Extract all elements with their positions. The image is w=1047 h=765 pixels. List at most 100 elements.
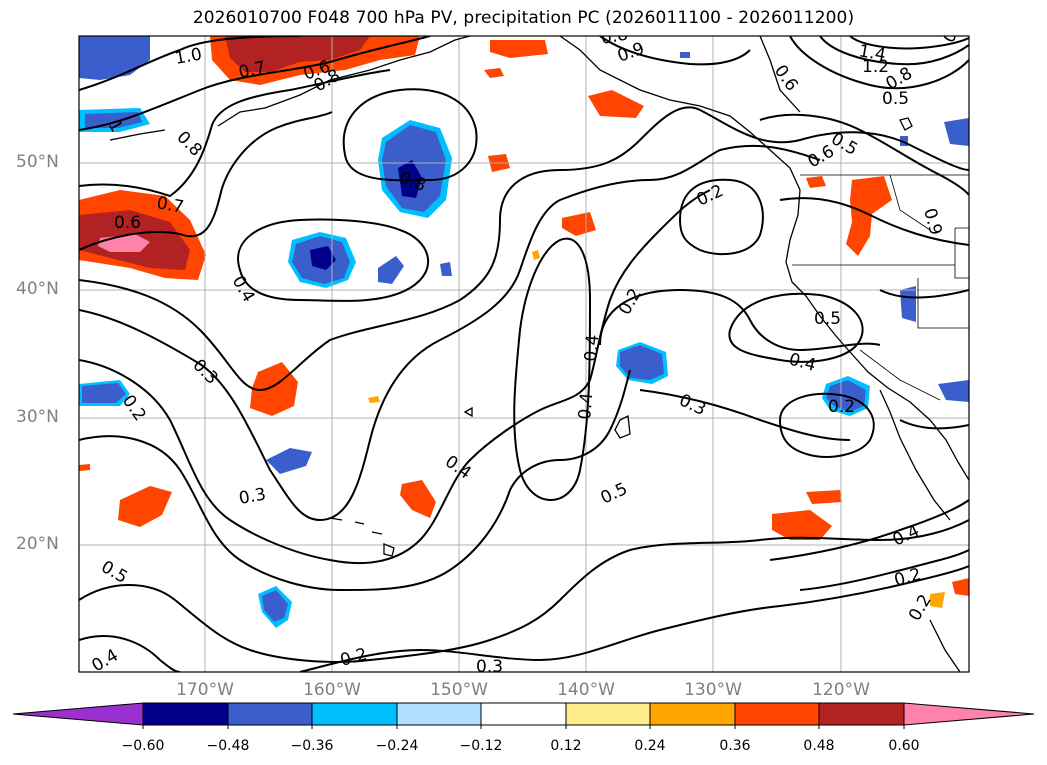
colorbar-swatch bbox=[227, 702, 313, 726]
colorbar-tick-label: 0.60 bbox=[888, 738, 920, 754]
precip-positive-blob bbox=[368, 396, 380, 403]
colorbar-swatch bbox=[480, 702, 567, 726]
pv-contour bbox=[769, 499, 969, 561]
pv-contour bbox=[849, 36, 969, 50]
contour-label: 0.5 bbox=[814, 309, 841, 329]
precip-positive-blob bbox=[484, 68, 504, 78]
contour-label: 0.4 bbox=[575, 392, 597, 421]
precip-positive-blob bbox=[846, 176, 892, 256]
precip-negative-blob bbox=[378, 256, 404, 284]
precip-negative-blob bbox=[900, 286, 916, 322]
contour-label: 0.2 bbox=[892, 565, 923, 591]
contour-label: 0.9 bbox=[919, 206, 945, 237]
precip-positive-blob bbox=[118, 486, 172, 527]
plot-frame bbox=[78, 35, 970, 673]
precip-positive-blob bbox=[930, 592, 945, 608]
precip-negative-blob bbox=[310, 246, 336, 270]
precip-positive-blob bbox=[400, 480, 436, 518]
contour-label: 0.4 bbox=[890, 521, 923, 551]
precip-positive-blob bbox=[562, 212, 596, 236]
colorbar-tick-label: −0.24 bbox=[375, 738, 419, 754]
precip-negative-blob bbox=[440, 262, 452, 276]
lat-label-50n: 50°N bbox=[16, 152, 59, 172]
colorbar-swatch bbox=[311, 702, 398, 726]
contour-label: 0.3 bbox=[676, 390, 709, 420]
precip-negative-blob bbox=[82, 383, 126, 403]
pv-contour bbox=[819, 36, 969, 66]
pv-contour bbox=[79, 635, 181, 672]
precip-positive-blob bbox=[79, 464, 90, 471]
colorbar-swatch bbox=[818, 702, 905, 726]
political-borders bbox=[792, 174, 969, 401]
contour-label: 1.4 bbox=[857, 41, 887, 65]
pv-contour bbox=[778, 392, 875, 458]
chart-title: 2026010700 F048 700 hPa PV, precipitatio… bbox=[192, 8, 855, 28]
colorbar bbox=[12, 702, 1035, 729]
lon-label-140w: 140°W bbox=[557, 680, 615, 700]
precip-positive-blob bbox=[806, 490, 842, 504]
pv-contour bbox=[599, 288, 881, 352]
colorbar-extend-right bbox=[903, 702, 1035, 726]
precip-negative-blob bbox=[262, 590, 288, 622]
contour-label: 0.3 bbox=[237, 485, 267, 509]
pv-contour bbox=[237, 218, 430, 302]
precip-negative-blob bbox=[938, 380, 969, 402]
pv-contour bbox=[678, 178, 764, 256]
precip-negative-blob bbox=[680, 52, 690, 58]
pv-contour bbox=[79, 144, 821, 522]
pv-contour bbox=[299, 565, 969, 672]
contour-label: 0.5 bbox=[98, 557, 131, 588]
pv-contour bbox=[879, 289, 969, 299]
precip-negative-blob bbox=[620, 345, 664, 380]
pv-contour bbox=[79, 106, 969, 392]
precip-negative-blob bbox=[944, 118, 969, 146]
contour-label: 1.2 bbox=[862, 57, 889, 77]
pv-contour bbox=[599, 36, 751, 66]
pv-contour bbox=[728, 292, 864, 363]
contour-label: 1.0 bbox=[173, 45, 203, 69]
precip-positive-blob bbox=[532, 250, 540, 260]
precip-positive-blob bbox=[772, 510, 832, 540]
lat-label-40n: 40°N bbox=[16, 279, 59, 299]
colorbar-swatch bbox=[649, 702, 736, 726]
pv-contour bbox=[79, 189, 711, 565]
precip-strong-blob bbox=[225, 36, 370, 72]
graticule bbox=[79, 36, 969, 672]
precip-positive-blob bbox=[806, 176, 826, 188]
precip-negative-blob bbox=[398, 160, 422, 198]
contour-label: 0.3 bbox=[476, 657, 503, 677]
pv-contour bbox=[79, 111, 333, 251]
contour-label: 0.5 bbox=[882, 89, 909, 109]
contour-label: 0.6 bbox=[770, 61, 802, 95]
lon-label-120w: 120°W bbox=[812, 680, 870, 700]
precip-negative-blob bbox=[266, 448, 312, 474]
pv-contour bbox=[513, 237, 592, 501]
contour-label: 0.4 bbox=[939, 13, 970, 46]
colorbar-tick-label: −0.36 bbox=[290, 738, 334, 754]
pv-contour bbox=[79, 36, 431, 131]
precip-negative-blob bbox=[85, 112, 142, 128]
pv-contour bbox=[779, 197, 969, 246]
colorbar-tick-label: −0.12 bbox=[459, 738, 503, 754]
lon-label-170w: 170°W bbox=[176, 680, 234, 700]
lat-label-30n: 30°N bbox=[16, 407, 59, 427]
contour-label: 0.2 bbox=[338, 645, 369, 671]
colorbar-tick-label: 0.24 bbox=[634, 738, 666, 754]
colorbar-tick-label: 0.12 bbox=[550, 738, 582, 754]
pv-contour bbox=[639, 389, 851, 441]
contour-label: 0.4 bbox=[228, 273, 259, 306]
precip-positive-blob bbox=[588, 90, 644, 118]
pv-contour bbox=[79, 519, 969, 663]
pv-contour bbox=[899, 419, 969, 430]
lon-label-130w: 130°W bbox=[684, 680, 742, 700]
precip-negative-blob bbox=[79, 36, 150, 80]
contour-label: 0.6 bbox=[114, 213, 141, 233]
pv-contour bbox=[759, 113, 969, 196]
colorbar-tick-label: 0.48 bbox=[803, 738, 835, 754]
pv-contour bbox=[79, 69, 391, 198]
precip-positive-blob bbox=[490, 40, 548, 58]
pv-contour bbox=[342, 88, 478, 182]
contour-label: 0.2 bbox=[828, 397, 855, 417]
contour-label: 0.4 bbox=[441, 452, 475, 484]
